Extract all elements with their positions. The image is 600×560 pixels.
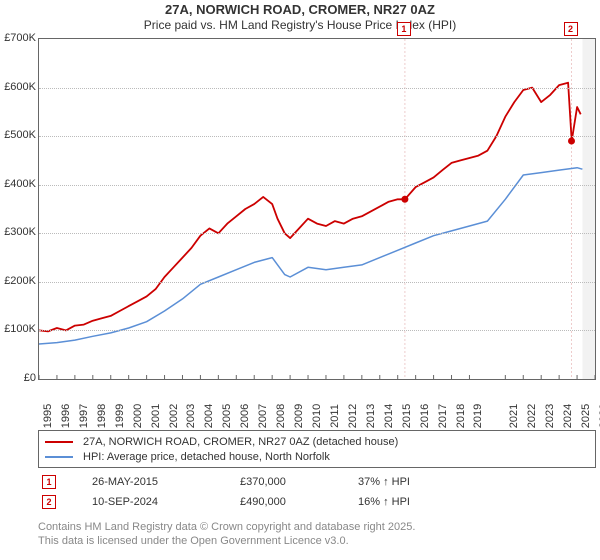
x-axis-tick-label: 2008 <box>275 404 287 428</box>
x-axis-tick-label: 2015 <box>401 404 413 428</box>
chart-title-line1: 27A, NORWICH ROAD, CROMER, NR27 0AZ <box>0 2 600 17</box>
x-axis-tick-label: 2002 <box>168 404 180 428</box>
x-axis-tick-label: 2005 <box>221 404 233 428</box>
sale-marker-icon: 2 <box>42 495 56 509</box>
gridline <box>39 282 595 283</box>
legend: 27A, NORWICH ROAD, CROMER, NR27 0AZ (det… <box>38 430 596 468</box>
gridline <box>39 88 595 89</box>
legend-swatch <box>45 441 73 443</box>
chart-container: 27A, NORWICH ROAD, CROMER, NR27 0AZ Pric… <box>0 0 600 560</box>
legend-swatch <box>45 456 73 458</box>
x-axis-tick-label: 2012 <box>347 404 359 428</box>
y-axis-tick-label: £300K <box>0 226 36 238</box>
x-axis-tick-label: 2001 <box>150 404 162 428</box>
x-axis-tick-label: 2000 <box>132 404 144 428</box>
x-axis-tick-label: 2010 <box>311 404 323 428</box>
sales-table: 1 26-MAY-2015 £370,000 37% ↑ HPI 2 10-SE… <box>38 472 596 512</box>
sale-pct-vs-hpi: 16% ↑ HPI <box>358 496 478 508</box>
y-axis-tick-label: £600K <box>0 81 36 93</box>
sale-pct-vs-hpi: 37% ↑ HPI <box>358 476 478 488</box>
x-axis-tick-label: 2003 <box>185 404 197 428</box>
sale-date: 26-MAY-2015 <box>92 476 212 488</box>
y-axis-tick-label: £700K <box>0 32 36 44</box>
x-axis-tick-label: 2019 <box>472 404 484 428</box>
x-axis-tick-label: 2013 <box>365 404 377 428</box>
legend-label: HPI: Average price, detached house, Nort… <box>83 451 330 463</box>
chart-title-line2: Price paid vs. HM Land Registry's House … <box>0 18 600 32</box>
x-axis-tick-label: 2009 <box>293 404 305 428</box>
y-axis-tick-label: £0 <box>0 372 36 384</box>
y-axis-tick-label: £100K <box>0 323 36 335</box>
legend-item: 27A, NORWICH ROAD, CROMER, NR27 0AZ (det… <box>45 434 589 449</box>
sales-row: 2 10-SEP-2024 £490,000 16% ↑ HPI <box>38 492 596 512</box>
sale-date: 10-SEP-2024 <box>92 496 212 508</box>
x-axis-tick-label: 2016 <box>419 404 431 428</box>
x-axis-tick-label: 2006 <box>239 404 251 428</box>
x-axis-tick-label: 1995 <box>42 404 54 428</box>
footer-line2: This data is licensed under the Open Gov… <box>38 534 596 548</box>
gridline <box>39 233 595 234</box>
legend-label: 27A, NORWICH ROAD, CROMER, NR27 0AZ (det… <box>83 436 398 448</box>
footer: Contains HM Land Registry data © Crown c… <box>38 520 596 548</box>
gridline <box>39 136 595 137</box>
x-axis-tick-label: 2007 <box>257 404 269 428</box>
y-axis-tick-label: £400K <box>0 178 36 190</box>
legend-item: HPI: Average price, detached house, Nort… <box>45 449 589 464</box>
gridline <box>39 185 595 186</box>
sale-marker-box: 2 <box>564 22 578 36</box>
plot-svg <box>39 39 595 379</box>
x-axis-tick-label: 2004 <box>203 404 215 428</box>
x-axis-tick-label: 1997 <box>78 404 90 428</box>
sale-marker-icon: 1 <box>42 475 56 489</box>
x-axis-tick-label: 2014 <box>383 404 395 428</box>
x-axis-tick-label: 2022 <box>526 404 538 428</box>
chart-titles: 27A, NORWICH ROAD, CROMER, NR27 0AZ Pric… <box>0 2 600 32</box>
x-axis-tick-label: 1996 <box>60 404 72 428</box>
series-line-hpi <box>39 168 582 344</box>
x-axis-tick-label: 2018 <box>455 404 467 428</box>
x-axis-tick-label: 1999 <box>114 404 126 428</box>
x-axis-tick-label: 2011 <box>329 404 341 428</box>
sale-price: £370,000 <box>240 476 330 488</box>
x-axis-tick-label: 2021 <box>508 404 520 428</box>
x-axis-tick-label: 2017 <box>437 404 449 428</box>
sale-price: £490,000 <box>240 496 330 508</box>
footer-line1: Contains HM Land Registry data © Crown c… <box>38 520 596 534</box>
x-axis-tick-label: 2024 <box>562 404 574 428</box>
y-axis-tick-label: £500K <box>0 129 36 141</box>
x-axis-tick-label: 2023 <box>544 404 556 428</box>
sale-marker-box: 1 <box>397 22 411 36</box>
gridline <box>39 330 595 331</box>
y-axis-tick-label: £200K <box>0 275 36 287</box>
x-axis-tick-label: 1998 <box>96 404 108 428</box>
x-axis-tick-label: 2025 <box>580 404 592 428</box>
sales-row: 1 26-MAY-2015 £370,000 37% ↑ HPI <box>38 472 596 492</box>
plot-area <box>38 38 596 380</box>
